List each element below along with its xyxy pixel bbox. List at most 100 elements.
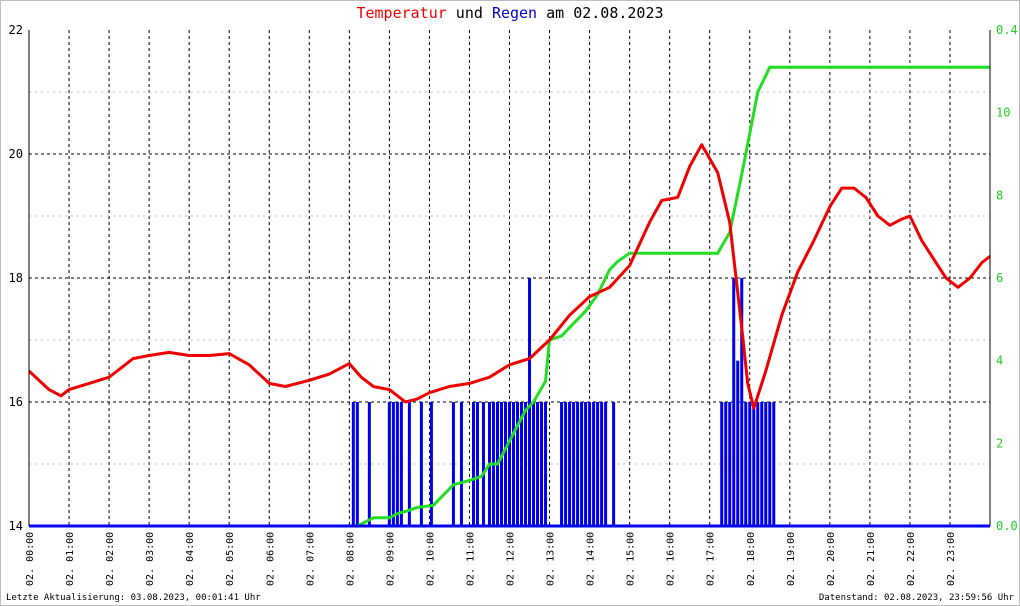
rain-bar bbox=[584, 402, 588, 526]
rain-bar bbox=[520, 402, 524, 526]
x-tick-label: 02. 21:00 bbox=[866, 532, 877, 586]
y-left-tick-label: 16 bbox=[9, 395, 23, 409]
rain-bar bbox=[740, 278, 744, 526]
rain-bar bbox=[471, 402, 475, 526]
y-right-tick-label: 6 bbox=[996, 271, 1003, 285]
x-tick-label: 02. 13:00 bbox=[546, 532, 557, 586]
x-tick-label: 02. 04:00 bbox=[185, 532, 196, 586]
temperature-line bbox=[27, 143, 991, 410]
rain-bar bbox=[592, 402, 596, 526]
x-tick-label: 02. 22:00 bbox=[906, 532, 917, 586]
y-left-tick-label: 18 bbox=[9, 271, 23, 285]
rain-bar bbox=[764, 402, 768, 526]
x-tick-label: 02. 12:00 bbox=[506, 532, 517, 586]
rain-bar bbox=[564, 402, 568, 526]
rain-bar bbox=[560, 402, 564, 526]
rain-bar bbox=[768, 402, 772, 526]
y-right-tick-label: 2 bbox=[996, 436, 1003, 450]
rain-bar bbox=[572, 402, 576, 526]
rain-bar bbox=[536, 402, 540, 526]
rain-bar bbox=[399, 402, 403, 526]
rain-bar bbox=[351, 402, 355, 526]
rain-bar bbox=[387, 402, 391, 526]
rain-bar bbox=[516, 402, 520, 526]
rain-bar bbox=[355, 402, 359, 526]
rain-bar bbox=[744, 402, 748, 526]
y-right-tick-label: 0.4 bbox=[996, 23, 1018, 37]
y-left-tick-label: 20 bbox=[9, 147, 23, 161]
x-tick-label: 02. 03:00 bbox=[145, 532, 156, 586]
rain-bar bbox=[395, 402, 399, 526]
temperature-polyline bbox=[27, 143, 991, 410]
title-date: am 02.08.2023 bbox=[537, 4, 664, 22]
footer-last-update: Letzte Aktualisierung: 03.08.2023, 00:01… bbox=[6, 593, 261, 603]
y-right-tick-label: 4 bbox=[996, 354, 1003, 368]
rain-bar bbox=[512, 402, 516, 526]
title-and: und bbox=[446, 4, 492, 22]
y-right-tick-label: 8 bbox=[996, 188, 1003, 202]
rain-bar bbox=[524, 402, 528, 526]
y-right-tick-label: 0.0 bbox=[996, 519, 1018, 533]
axes: 02. 00:00 02. 01:00 02. 02:00 02. 03:00 02. … bbox=[9, 23, 1018, 586]
rain-bar bbox=[407, 402, 411, 526]
rain-bar bbox=[756, 402, 760, 526]
x-tick-label: 02. 19:00 bbox=[786, 532, 797, 586]
x-tick-label: 02. 17:00 bbox=[706, 532, 717, 586]
rain-bar bbox=[752, 402, 756, 526]
y-right-tick-label: 10 bbox=[996, 106, 1010, 120]
title-temperature: Temperatur bbox=[356, 4, 447, 22]
rain-bar bbox=[499, 402, 503, 526]
rain-bar bbox=[391, 402, 395, 526]
rain-bar bbox=[732, 278, 736, 526]
rain-bar bbox=[419, 402, 423, 526]
x-tick-label: 02. 06:00 bbox=[265, 532, 276, 586]
rain-bar bbox=[612, 402, 616, 526]
rain-bar bbox=[540, 402, 544, 526]
x-tick-label: 02. 02:00 bbox=[105, 532, 116, 586]
rain-bar bbox=[720, 402, 724, 526]
x-tick-label: 02. 11:00 bbox=[465, 532, 476, 586]
x-tick-label: 02. 16:00 bbox=[666, 532, 677, 586]
rain-bar bbox=[736, 360, 740, 526]
x-tick-label: 02. 05:00 bbox=[225, 532, 236, 586]
rain-bar bbox=[724, 402, 728, 526]
x-tick-label: 02. 14:00 bbox=[586, 532, 597, 586]
rain-bar bbox=[544, 402, 548, 526]
rain-bar bbox=[604, 402, 608, 526]
x-tick-label: 02. 10:00 bbox=[425, 532, 436, 586]
x-tick-label: 02. 09:00 bbox=[385, 532, 396, 586]
rain-bar bbox=[588, 402, 592, 526]
rain-bar bbox=[580, 402, 584, 526]
rain-bar bbox=[508, 402, 511, 526]
x-tick-label: 02. 00:00 bbox=[25, 532, 36, 586]
rain-bar bbox=[596, 402, 600, 526]
rain-bar bbox=[475, 402, 479, 526]
rain-bar bbox=[772, 402, 776, 526]
x-tick-label: 02. 18:00 bbox=[746, 532, 757, 586]
rain-bar bbox=[532, 402, 536, 526]
footer-data-state: Datenstand: 02.08.2023, 23:59:56 Uhr bbox=[818, 593, 1014, 603]
x-tick-label: 02. 23:00 bbox=[946, 532, 957, 586]
chart-title: Temperatur und Regen am 02.08.2023 bbox=[0, 4, 1020, 22]
rain-bar bbox=[528, 278, 532, 526]
y-left-tick-label: 22 bbox=[9, 23, 23, 37]
rain-bar bbox=[481, 402, 485, 526]
rain-bar bbox=[576, 402, 580, 526]
title-rain: Regen bbox=[491, 4, 538, 22]
rain-bar bbox=[728, 402, 732, 526]
rain-bar bbox=[503, 402, 507, 526]
rain-bar bbox=[451, 402, 455, 526]
rain-bar bbox=[459, 402, 463, 526]
x-tick-label: 02. 08:00 bbox=[345, 532, 356, 586]
rain-bar bbox=[367, 402, 371, 526]
x-tick-label: 02. 01:00 bbox=[65, 532, 76, 586]
x-tick-label: 02. 15:00 bbox=[626, 532, 637, 586]
rain-bar bbox=[429, 402, 433, 526]
rain-bar bbox=[760, 402, 764, 526]
rain-bar bbox=[600, 402, 604, 526]
x-tick-label: 02. 07:00 bbox=[305, 532, 316, 586]
x-tick-label: 02. 20:00 bbox=[826, 532, 837, 586]
y-left-tick-label: 14 bbox=[9, 519, 23, 533]
rain-bar bbox=[748, 402, 752, 526]
